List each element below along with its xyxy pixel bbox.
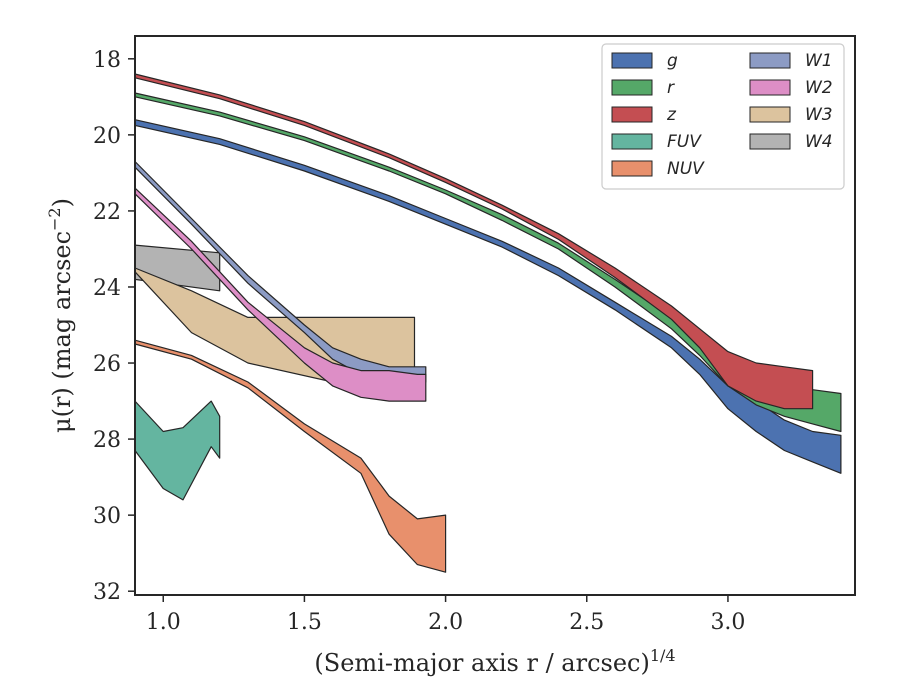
y-tick-label: 22 bbox=[93, 200, 121, 225]
legend-label-w1: W1 bbox=[805, 51, 833, 71]
y-tick-label: 28 bbox=[93, 428, 121, 453]
legend-swatch-w1 bbox=[749, 52, 791, 69]
axes-frame bbox=[134, 35, 856, 596]
y-tick-label: 18 bbox=[93, 48, 121, 73]
y-tick-label: 30 bbox=[93, 504, 121, 529]
legend-swatch-w2 bbox=[749, 79, 791, 96]
legend-swatch-fuv bbox=[611, 133, 653, 150]
legend-label-w4: W4 bbox=[805, 132, 833, 152]
x-tick-label: 2.0 bbox=[428, 610, 463, 635]
legend-swatch-r bbox=[611, 79, 653, 96]
legend-label-nuv: NUV bbox=[667, 159, 705, 179]
x-tick-label: 1.0 bbox=[146, 610, 181, 635]
x-tick-label: 1.5 bbox=[287, 610, 322, 635]
y-tick-label: 24 bbox=[93, 276, 121, 301]
legend-swatch-nuv bbox=[611, 160, 653, 177]
axis-ticks: 1.0 1.5 2.0 2.5 3.0 18 20 22 24 26 28 30 32 bbox=[93, 48, 745, 635]
x-tick-label: 2.5 bbox=[569, 610, 604, 635]
legend-label-w3: W3 bbox=[805, 105, 833, 125]
legend-label-z: z bbox=[666, 105, 677, 125]
band-nuv bbox=[134, 339, 447, 573]
band-w2 bbox=[134, 187, 427, 402]
legend-swatch-g bbox=[611, 52, 653, 69]
band-z bbox=[134, 73, 814, 410]
legend-label-w2: W2 bbox=[805, 78, 833, 98]
legend-swatch-w4 bbox=[749, 133, 791, 150]
y-tick-label: 32 bbox=[93, 580, 121, 605]
y-tick-label: 20 bbox=[93, 124, 121, 149]
y-axis-label: μ(r) (mag arcsec−2) bbox=[45, 198, 76, 433]
x-tick-label: 3.0 bbox=[710, 610, 745, 635]
band-fuv bbox=[134, 400, 221, 501]
legend-label-g: g bbox=[667, 51, 678, 71]
legend-label-fuv: FUV bbox=[667, 132, 702, 152]
chart-bands bbox=[134, 73, 842, 573]
y-tick-label: 26 bbox=[93, 352, 121, 377]
legend-swatch-z bbox=[611, 106, 653, 123]
legend-swatch-w3 bbox=[749, 106, 791, 123]
legend-label-r: r bbox=[667, 78, 675, 98]
legend: grz FUV NUV W1 W2 W3 W4 bbox=[601, 43, 845, 190]
x-axis-label: (Semi-major axis r / arcsec)1/4 bbox=[314, 646, 675, 677]
band-g bbox=[134, 119, 842, 474]
